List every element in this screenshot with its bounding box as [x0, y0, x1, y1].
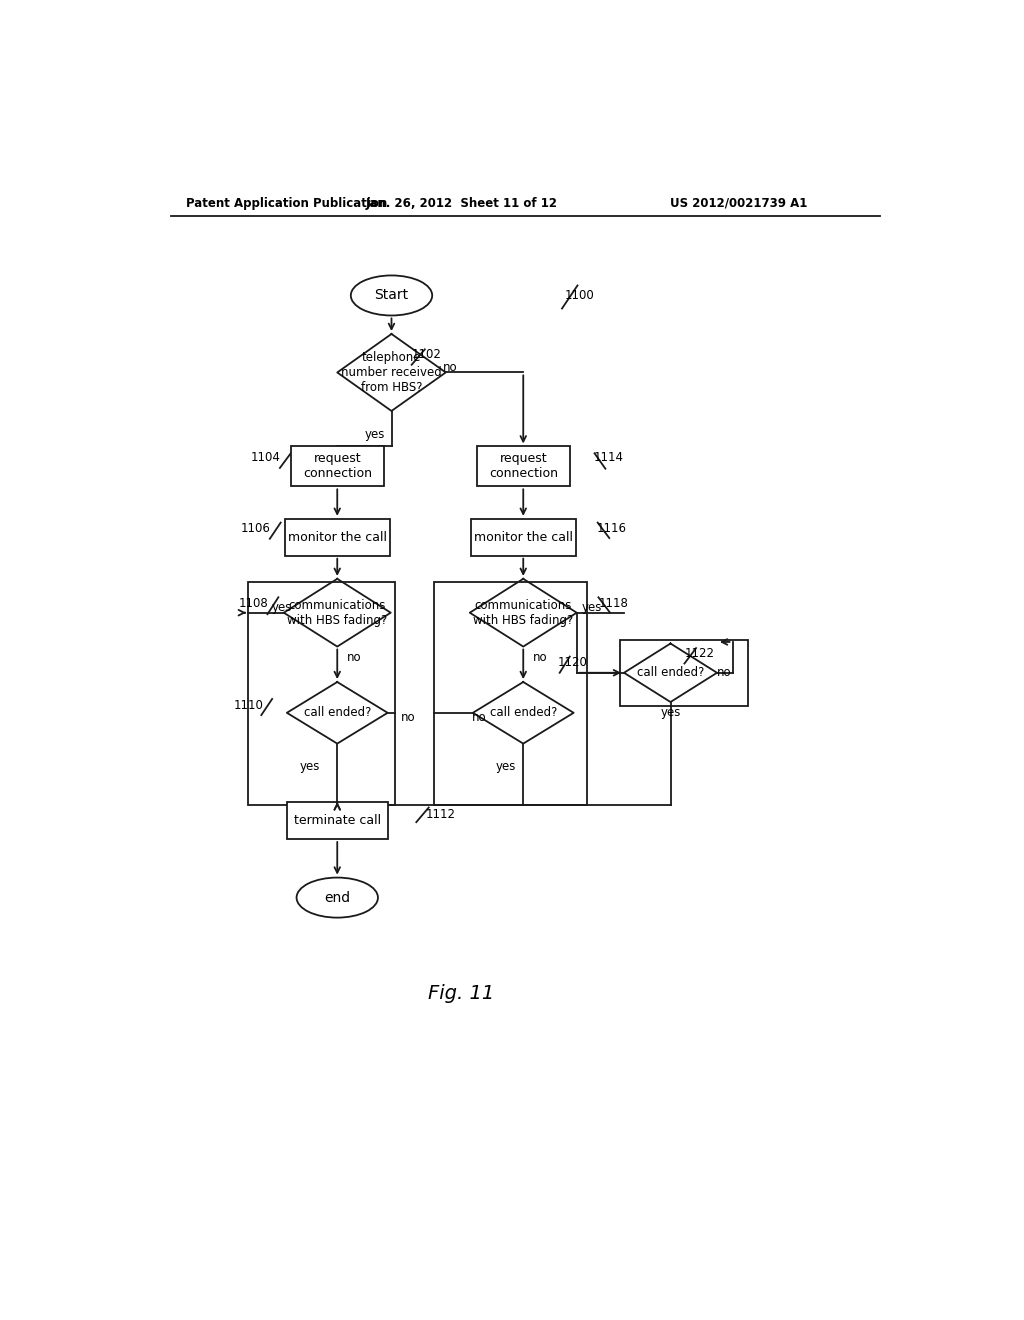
- Text: 1120: 1120: [558, 656, 588, 669]
- Text: request
connection: request connection: [488, 453, 558, 480]
- Text: terminate call: terminate call: [294, 814, 381, 828]
- Text: yes: yes: [496, 760, 516, 774]
- Text: no: no: [717, 667, 731, 680]
- Text: monitor the call: monitor the call: [288, 531, 387, 544]
- Text: communications
with HBS fading?: communications with HBS fading?: [473, 599, 573, 627]
- FancyBboxPatch shape: [291, 446, 384, 487]
- Text: yes: yes: [272, 601, 292, 614]
- Text: call ended?: call ended?: [303, 706, 371, 719]
- Text: yes: yes: [300, 760, 321, 774]
- Text: no: no: [534, 651, 548, 664]
- Text: call ended?: call ended?: [489, 706, 557, 719]
- Text: Start: Start: [375, 289, 409, 302]
- Ellipse shape: [297, 878, 378, 917]
- Text: Patent Application Publication: Patent Application Publication: [186, 197, 387, 210]
- Text: yes: yes: [365, 428, 385, 441]
- Text: 1114: 1114: [594, 450, 624, 463]
- Text: 1108: 1108: [239, 597, 268, 610]
- Text: no: no: [442, 362, 458, 375]
- FancyBboxPatch shape: [477, 446, 569, 487]
- Text: 1100: 1100: [564, 289, 594, 302]
- Text: end: end: [325, 891, 350, 904]
- FancyBboxPatch shape: [471, 519, 575, 556]
- Text: monitor the call: monitor the call: [474, 531, 572, 544]
- FancyBboxPatch shape: [287, 803, 388, 840]
- Text: 1112: 1112: [426, 808, 456, 821]
- Text: no: no: [471, 711, 486, 723]
- Text: no: no: [347, 651, 361, 664]
- Text: 1110: 1110: [233, 698, 264, 711]
- Text: 1106: 1106: [241, 521, 270, 535]
- Text: Fig. 11: Fig. 11: [428, 985, 495, 1003]
- Ellipse shape: [351, 276, 432, 315]
- FancyBboxPatch shape: [285, 519, 389, 556]
- Text: 1116: 1116: [597, 521, 627, 535]
- Text: communications
with HBS fading?: communications with HBS fading?: [287, 599, 387, 627]
- Text: yes: yes: [582, 601, 602, 614]
- Text: yes: yes: [660, 706, 681, 719]
- Text: 1122: 1122: [684, 647, 714, 660]
- Text: no: no: [400, 711, 416, 723]
- Text: 1102: 1102: [412, 348, 441, 362]
- Text: Jan. 26, 2012  Sheet 11 of 12: Jan. 26, 2012 Sheet 11 of 12: [366, 197, 557, 210]
- Text: call ended?: call ended?: [637, 667, 705, 680]
- Text: 1118: 1118: [598, 597, 628, 610]
- Text: telephone
number received
from HBS?: telephone number received from HBS?: [341, 351, 442, 393]
- Text: request
connection: request connection: [303, 453, 372, 480]
- Text: 1104: 1104: [251, 450, 281, 463]
- Text: US 2012/0021739 A1: US 2012/0021739 A1: [671, 197, 808, 210]
